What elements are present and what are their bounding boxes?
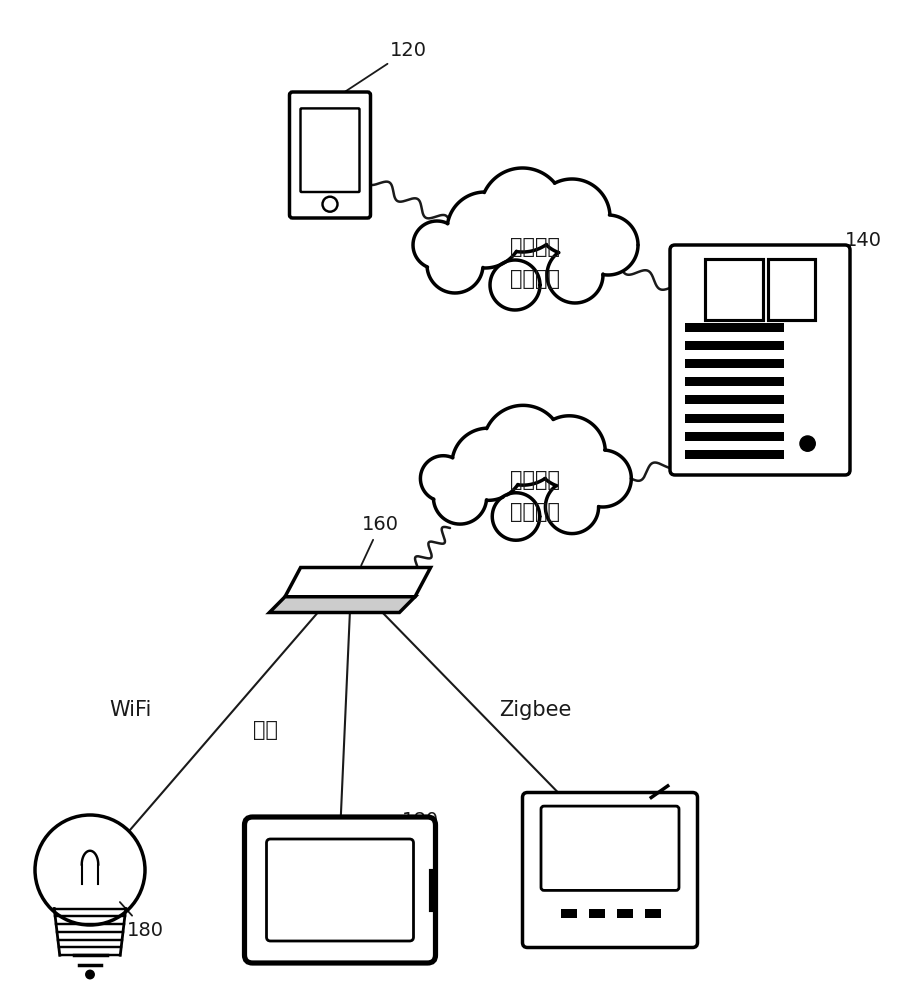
Bar [685, 432, 784, 441]
Text: 140: 140 [813, 231, 882, 269]
Circle shape [452, 428, 524, 500]
Circle shape [433, 471, 487, 524]
Circle shape [547, 247, 603, 303]
Text: 160: 160 [361, 516, 398, 565]
Polygon shape [269, 597, 415, 612]
Text: 180: 180 [392, 810, 439, 843]
Text: 无线或者
有线网络: 无线或者 有线网络 [510, 237, 560, 289]
Bar [705, 259, 762, 320]
Circle shape [578, 215, 638, 275]
Circle shape [534, 179, 610, 255]
Text: 无线或者
有线网络: 无线或者 有线网络 [510, 470, 560, 522]
Circle shape [480, 168, 565, 252]
Bar [616, 909, 633, 918]
Bar [685, 414, 784, 423]
Text: 120: 120 [342, 40, 427, 93]
Circle shape [483, 405, 563, 485]
Circle shape [492, 493, 540, 540]
Circle shape [427, 237, 483, 293]
Bar [685, 341, 784, 350]
Bar [685, 323, 784, 332]
FancyBboxPatch shape [244, 817, 435, 963]
FancyBboxPatch shape [289, 92, 370, 218]
Circle shape [545, 480, 598, 534]
FancyBboxPatch shape [301, 108, 359, 192]
Bar [685, 395, 784, 404]
Circle shape [447, 192, 523, 268]
FancyBboxPatch shape [523, 792, 697, 948]
Bar [685, 450, 784, 459]
FancyBboxPatch shape [267, 839, 414, 941]
Circle shape [533, 416, 605, 488]
Bar [685, 359, 784, 368]
Circle shape [421, 456, 466, 501]
Text: WiFi: WiFi [109, 700, 151, 720]
Polygon shape [285, 568, 431, 597]
FancyBboxPatch shape [541, 806, 679, 890]
Bar [588, 909, 605, 918]
Text: Zigbee: Zigbee [499, 700, 571, 720]
Circle shape [800, 436, 815, 451]
Circle shape [85, 970, 95, 979]
Text: 180: 180 [120, 902, 163, 940]
Bar [644, 909, 661, 918]
Bar [560, 909, 577, 918]
Circle shape [413, 221, 461, 269]
FancyBboxPatch shape [670, 245, 850, 475]
Bar [768, 259, 815, 320]
Circle shape [490, 260, 540, 310]
Text: 180: 180 [651, 800, 698, 833]
Circle shape [574, 450, 632, 507]
Text: 蓝牙: 蓝牙 [252, 720, 278, 740]
Bar [685, 377, 784, 386]
